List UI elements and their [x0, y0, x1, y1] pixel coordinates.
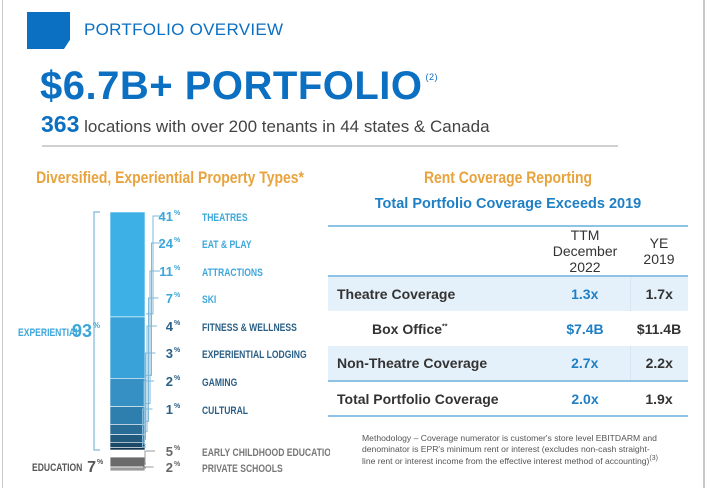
row-ye: 1.9x [630, 380, 688, 417]
percent-sign: % [174, 320, 181, 327]
row-label: Theatre Coverage [328, 276, 540, 311]
leader-line [142, 408, 153, 448]
bar-segment [109, 456, 146, 468]
bar-segment [109, 434, 146, 443]
col-ye-l1: YE [649, 235, 669, 251]
percent-sign: % [174, 461, 181, 468]
category-label: FITNESS & WELLNESS [202, 322, 297, 334]
row-ttm: 2.0x [540, 380, 630, 417]
percent-label: 41 [159, 209, 173, 224]
coverage-table: TTM December 2022 YE 2019 Theatre Coverage… [328, 225, 688, 417]
headline-footnote: (2) [425, 72, 439, 82]
percent-sign: % [174, 347, 181, 354]
group-value: 7 [87, 459, 96, 476]
percent-sign: % [174, 403, 181, 410]
percent-label: 11 [159, 264, 173, 279]
col-ye: YE 2019 [630, 225, 688, 277]
headline: $6.7B+ PORTFOLIO (2) [40, 64, 438, 109]
experiential-bracket [93, 211, 100, 451]
percent-sign: % [174, 265, 181, 272]
category-label: SKI [202, 294, 217, 306]
rent-title: Rent Coverage Reporting [423, 168, 593, 187]
percent-label: 4 [166, 319, 174, 334]
row-ttm: 2.7x [540, 346, 630, 381]
row-ttm: $7.4B [566, 320, 604, 337]
bar-segment [109, 406, 146, 425]
headline-text: $6.7B+ PORTFOLIO [40, 64, 423, 108]
row-label: Non-Theatre Coverage [328, 346, 540, 381]
row-ye: $11.4B [636, 320, 682, 337]
percent-label: 3 [166, 346, 173, 361]
col-ttm: TTM December 2022 [540, 225, 630, 277]
category-label: ATTRACTIONS [202, 267, 263, 279]
leader-line [146, 297, 159, 422]
table-header: TTM December 2022 YE 2019 [328, 225, 688, 277]
bar-segment [109, 378, 146, 407]
bar-segment [109, 442, 146, 448]
row-footnote: ** [442, 322, 448, 330]
row-label: Box Office** [328, 311, 540, 346]
category-label: THEATRES [202, 212, 248, 224]
percent-sign: % [174, 292, 181, 299]
bar-segment [109, 466, 146, 472]
col-ttm-l2: 2022 [569, 259, 601, 275]
row-label-text: Box Office [372, 320, 443, 337]
divider [42, 145, 618, 147]
category-label: EAT & PLAY [202, 239, 252, 251]
col-ye-l2: 2019 [643, 251, 675, 267]
table-row: Non-Theatre Coverage 2.7x 2.2x [328, 346, 688, 381]
percent-label: 24 [159, 236, 174, 251]
group-percent: % [97, 459, 104, 466]
chart-title: Diversified, Experiential Property Types… [36, 168, 304, 187]
bar-segment [109, 211, 146, 318]
methodology-note: Methodology – Coverage numerator is cust… [362, 433, 662, 466]
leader-line [144, 450, 155, 465]
percent-label: 1 [166, 402, 173, 417]
group-label: EDUCATION [32, 462, 82, 474]
methodology-text: Methodology – Coverage numerator is cust… [362, 433, 657, 466]
category-label: EARLY CHILDHOOD EDUCATION [202, 447, 330, 459]
subline: 363 locations with over 200 tenants in 4… [41, 111, 490, 138]
row-ttm: 1.3x [540, 276, 630, 311]
percent-sign: % [174, 445, 181, 452]
percent-label: 2 [166, 374, 173, 389]
table-row-total: Total Portfolio Coverage 2.0x 1.9x [328, 380, 688, 417]
percent-label: 2 [166, 460, 173, 475]
bar-segment [109, 447, 146, 451]
leader-line [145, 352, 156, 440]
percent-sign: % [174, 375, 181, 382]
rent-subtitle: Total Portfolio Coverage Exceeds 2019 [374, 196, 642, 212]
category-label: GAMING [202, 377, 238, 389]
table-row: Theatre Coverage 1.3x 1.7x [328, 276, 688, 311]
subline-text: locations with over 200 tenants in 44 st… [84, 117, 490, 136]
row-ye: 1.7x [629, 276, 688, 311]
section-title: PORTFOLIO OVERVIEW [84, 20, 284, 39]
group-value: 93 [72, 321, 92, 341]
table-row: Box Office** $7.4B $11.4B [328, 311, 688, 346]
leader-line [143, 466, 154, 469]
percent-sign: % [174, 237, 181, 244]
section-marker [27, 12, 70, 49]
col-ttm-l1: TTM December [552, 227, 618, 259]
row-ye: 2.2x [629, 346, 688, 381]
category-label: EXPERIENTIAL LODGING [202, 349, 307, 361]
percent-label: 7 [166, 291, 173, 306]
bar-segment [109, 424, 146, 435]
percent-sign: % [174, 210, 181, 217]
percent-label: 5 [166, 444, 173, 459]
group-label: EXPERIENTIAL [18, 327, 80, 339]
category-label: PRIVATE SCHOOLS [202, 463, 283, 475]
row-label: Total Portfolio Coverage [328, 380, 540, 417]
leader-line [143, 380, 154, 445]
leader-line [146, 325, 157, 433]
bar-segment [109, 316, 146, 379]
category-label: CULTURAL [202, 405, 248, 417]
group-percent: % [93, 321, 100, 330]
location-count: 363 [41, 111, 80, 137]
methodology-footnote: (3) [649, 455, 658, 462]
